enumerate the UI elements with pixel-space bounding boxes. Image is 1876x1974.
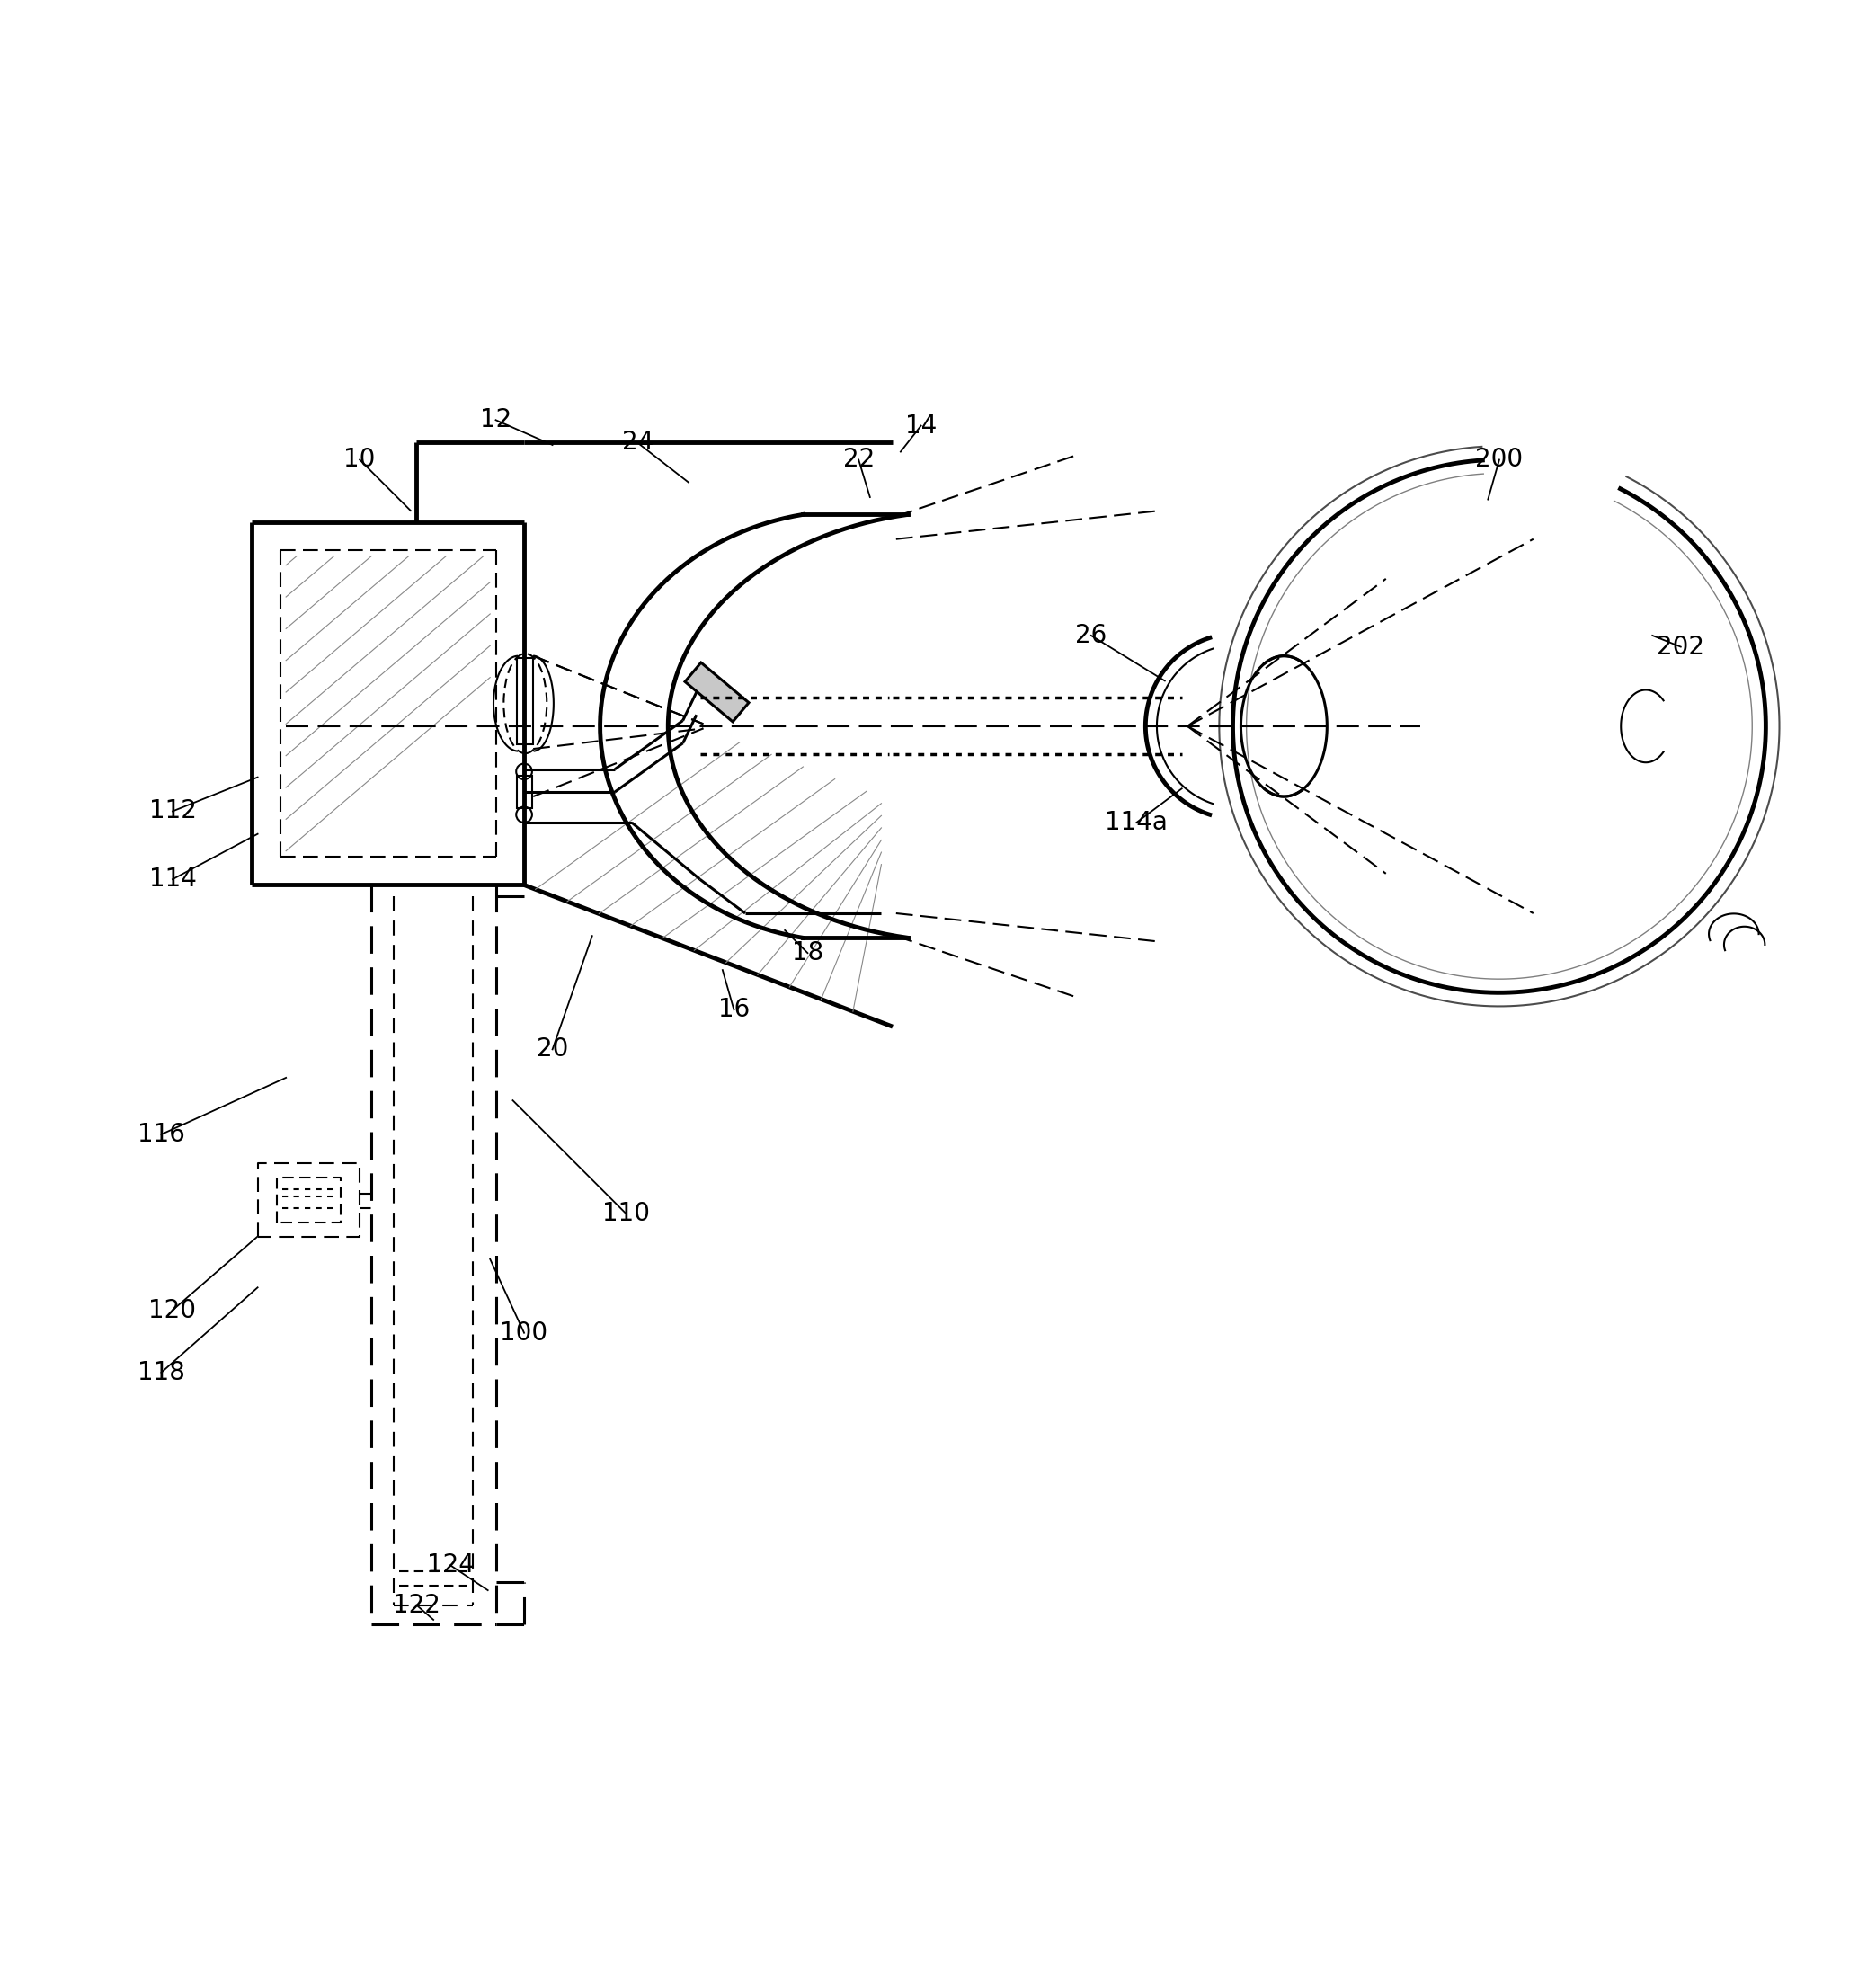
Text: 14: 14 <box>904 413 936 438</box>
Text: 22: 22 <box>842 448 874 472</box>
Text: 114: 114 <box>148 867 197 892</box>
Text: 116: 116 <box>137 1121 186 1147</box>
Bar <box>518 776 533 807</box>
Text: 118: 118 <box>137 1360 186 1386</box>
Polygon shape <box>685 663 749 722</box>
Text: 124: 124 <box>426 1554 475 1577</box>
Text: 100: 100 <box>501 1321 548 1346</box>
Text: 112: 112 <box>148 799 197 823</box>
Bar <box>518 657 533 744</box>
Text: 24: 24 <box>621 430 653 456</box>
Text: 20: 20 <box>537 1036 568 1062</box>
Text: 114a: 114a <box>1105 809 1169 835</box>
Text: 122: 122 <box>392 1593 441 1617</box>
Text: 26: 26 <box>1075 624 1107 647</box>
Text: 202: 202 <box>1657 634 1705 659</box>
Text: 110: 110 <box>602 1202 649 1226</box>
Text: 16: 16 <box>719 997 750 1023</box>
Text: 200: 200 <box>1475 448 1523 472</box>
Text: 18: 18 <box>792 940 824 965</box>
Text: 12: 12 <box>480 407 512 432</box>
Text: 120: 120 <box>148 1297 197 1323</box>
Text: 10: 10 <box>343 448 375 472</box>
